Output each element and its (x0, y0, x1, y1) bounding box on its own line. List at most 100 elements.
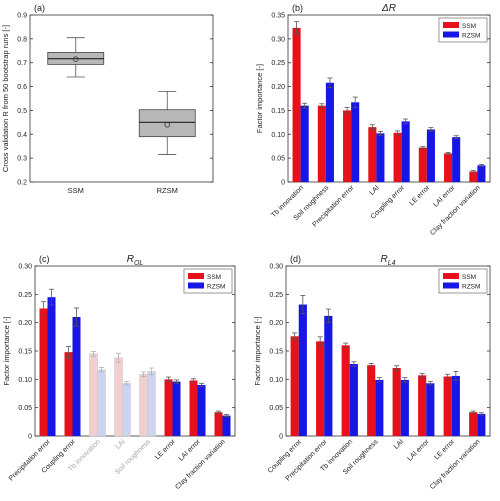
plot-frame (34, 265, 236, 437)
y-tick-label: 0.2 (17, 180, 27, 187)
x-tick-label: Clay fraction variation (429, 438, 482, 491)
y-tick-label: 0.05 (271, 156, 285, 163)
x-tick-label: Precipitation error (8, 438, 52, 482)
legend: SSM RZSM (438, 17, 488, 43)
bar-rzsm (351, 102, 360, 182)
bar-ssm (368, 127, 377, 182)
chart-title: RL4 (380, 254, 395, 267)
y-tick-label: 0.30 (18, 264, 32, 271)
mean-marker (72, 56, 79, 62)
x-tick-label: LE error (154, 438, 177, 461)
bar-ssm (418, 375, 427, 436)
bar-ssm (292, 27, 301, 182)
bar-ssm (317, 105, 326, 182)
y-tick-label: 0.7 (17, 60, 27, 67)
chart-title: ROL (127, 254, 144, 267)
panel-label: (b) (292, 3, 303, 13)
bar-rzsm (477, 165, 486, 182)
chart-title-subscript: OL (134, 260, 143, 267)
bar-rzsm (349, 364, 358, 436)
y-tick-label: 0.25 (18, 292, 32, 299)
x-tick-label: RZSM (157, 186, 178, 195)
y-tick-label: 0.20 (18, 320, 32, 327)
bar-rzsm (325, 82, 334, 182)
bar-ssm (290, 336, 299, 436)
legend-label-rzsm: RZSM (207, 284, 225, 291)
legend-swatch-rzsm (443, 282, 459, 289)
bar-rzsm (375, 379, 384, 436)
y-axis-label: Factor importance [-] (2, 316, 11, 385)
chart-title-main: ΔR (381, 3, 396, 14)
bar-ssm (367, 365, 376, 436)
bar-rzsm (72, 317, 81, 436)
plot-frame (287, 14, 491, 183)
y-tick-label: 0.9 (17, 13, 27, 20)
panel-d-bars: 0 0.05 0.10 0.15 0.20 0.25 0.30 Factor importan… (253, 254, 491, 491)
x-tick-label: LE error (433, 438, 456, 461)
bar-ssm (114, 357, 123, 437)
y-tick-label: 0.05 (18, 405, 32, 412)
plot-frame (285, 265, 491, 437)
x-tick-label: SSM (68, 186, 84, 195)
x-tick-label: Clay fraction variation (174, 438, 227, 491)
x-tick-label: LAI error (178, 438, 203, 463)
legend: SSM RZSM (183, 268, 233, 294)
y-tick-label: 0.15 (271, 108, 285, 115)
bar-ssm (469, 171, 478, 182)
bar-ssm (39, 308, 48, 436)
panel-a-boxplot: 0.2 0.3 0.4 0.5 0.6 0.7 0.8 0.9 Cross validation… (1, 3, 214, 195)
y-tick-label: 0.8 (17, 36, 27, 43)
y-tick-label: 0.05 (269, 405, 283, 412)
bar-rzsm (426, 383, 435, 436)
x-tick-label: Clay fraction variation (429, 184, 482, 237)
bar-ssm (64, 352, 73, 436)
bar-rzsm (172, 381, 181, 436)
x-tick-label: LAI (368, 184, 380, 196)
x-tick-label: LAI error (406, 438, 431, 463)
y-tick-label: 0.15 (269, 349, 283, 356)
bar-ssm (139, 373, 148, 437)
box-rzsm: RZSM (138, 90, 196, 195)
legend-label-rzsm: RZSM (462, 284, 480, 291)
y-tick-label: 0.30 (271, 36, 285, 43)
x-tick-label: LE error (408, 184, 431, 207)
y-tick-label: 0 (279, 434, 283, 441)
panel-b-bars: 0 0.05 0.10 0.15 0.20 0.25 0.30 0.35 Factor impo… (255, 3, 491, 237)
bar-ssm (418, 147, 427, 182)
chart-title-main: R (127, 254, 134, 265)
legend-label-ssm: SSM (207, 274, 221, 281)
y-tick-label: 0.6 (17, 84, 27, 91)
legend-swatch-ssm (443, 273, 459, 279)
bar-rzsm (97, 369, 106, 437)
plot-frame (29, 14, 214, 183)
y-tick-label: 0.20 (271, 84, 285, 91)
legend-swatch-rzsm (443, 31, 459, 38)
bar-rzsm (298, 304, 307, 436)
bar-ssm (392, 368, 401, 436)
chart-title: ΔR (381, 3, 396, 14)
legend-label-ssm: SSM (462, 23, 476, 30)
bar-ssm (444, 153, 453, 182)
bar-ssm (214, 412, 223, 436)
y-tick-label: 0.30 (269, 264, 283, 271)
panel-c-bars: 0 0.05 0.10 0.15 0.20 0.25 0.30 Factor importan… (2, 254, 236, 491)
bar-ssm (164, 379, 173, 436)
y-tick-label: 0.15 (18, 349, 32, 356)
legend-swatch-ssm (443, 22, 459, 28)
bar-rzsm (477, 413, 486, 436)
y-axis-label: Factor importance [-] (253, 316, 262, 385)
bar-ssm (343, 110, 352, 182)
y-tick-label: 0 (281, 180, 285, 187)
bar-rzsm (452, 137, 461, 182)
box-ssm: SSM (47, 37, 105, 195)
iqr-box (138, 109, 196, 138)
y-tick-label: 0.4 (17, 132, 27, 139)
y-tick-label: 0.25 (271, 60, 285, 67)
y-tick-label: 0.20 (269, 320, 283, 327)
bar-rzsm (47, 297, 56, 436)
bar-ssm (341, 345, 350, 436)
chart-title-main: R (380, 254, 387, 265)
y-tick-label: 0 (28, 434, 32, 441)
bar-ssm (443, 376, 452, 436)
y-tick-label: 0.3 (17, 156, 27, 163)
